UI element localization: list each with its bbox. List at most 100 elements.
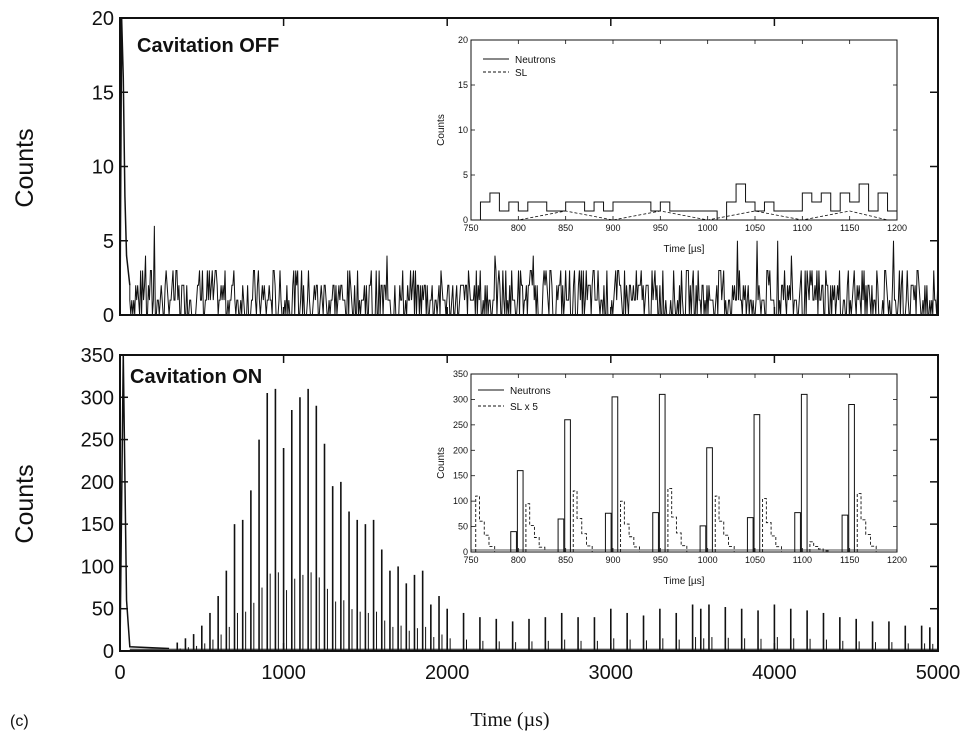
x-tick-label: 1100 [793, 555, 812, 565]
on-inset-neutron-pre [699, 525, 707, 552]
x-tick-label: 1200 [887, 555, 907, 565]
on-inset: 0 50 100 150 200 250 300 350 750 800 850 900 950 1000… [436, 369, 907, 587]
on-panel-title: Cavitation ON [130, 366, 262, 388]
y-tick-label: 10 [458, 125, 468, 135]
x-axis-label: Time (µs) [470, 709, 549, 731]
on-inset-sl-bar [856, 493, 877, 552]
off-inset-x-label: Time [µs] [664, 244, 705, 255]
off-inset-sl-trace [480, 210, 888, 221]
off-inset-ticks: 0 5 10 15 20 750 800 850 900 950 1000 1050 1100 1150 1… [458, 35, 907, 233]
x-tick-label: 1000 [261, 662, 306, 684]
y-tick-label: 5 [463, 170, 468, 180]
x-tick-label: 1150 [840, 555, 859, 565]
on-inset-neutron-pre [794, 512, 801, 552]
x-tick-label: 1150 [840, 223, 859, 233]
on-legend-neutrons-label: Neutrons [510, 386, 551, 397]
y-tick-label: 50 [458, 522, 468, 532]
y-tick-label: 200 [453, 445, 468, 455]
off-panel-title: Cavitation OFF [137, 35, 279, 57]
off-inset-frame [470, 39, 898, 221]
y-tick-label: 20 [458, 35, 468, 45]
x-tick-label: 900 [605, 555, 620, 565]
on-inset-neutron-pre [841, 514, 849, 552]
y-tick-label: 0 [103, 641, 114, 663]
on-inset-neutron-bar [848, 404, 855, 552]
off-decay-trace [119, 17, 131, 316]
y-tick-label: 20 [92, 8, 114, 30]
y-tick-label: 250 [453, 420, 468, 430]
y-tick-label: 200 [81, 472, 114, 494]
on-inset-neutron-bar [753, 414, 761, 552]
on-inset-sl-bar [809, 541, 830, 552]
on-inset-neutron-pre [652, 512, 659, 552]
x-tick-label: 1050 [745, 555, 765, 565]
on-inset-sl-bar [667, 487, 688, 552]
y-tick-label: 50 [92, 599, 114, 621]
y-tick-label: 100 [453, 496, 468, 506]
y-tick-label: 350 [453, 369, 468, 379]
x-tick-label: 800 [511, 223, 526, 233]
x-tick-label: 2000 [425, 662, 470, 684]
x-tick-label: 750 [463, 223, 478, 233]
x-tick-label: 850 [558, 555, 573, 565]
on-inset-neutron-bar [516, 470, 524, 552]
on-decay-trace [119, 354, 170, 652]
y-tick-label: 300 [81, 387, 114, 409]
x-tick-label: 1000 [698, 555, 718, 565]
panel-letter: (c) [10, 713, 29, 730]
on-inset-sl-bar [714, 495, 735, 552]
y-tick-label: 15 [92, 82, 114, 104]
y-tick-label: 0 [463, 215, 468, 225]
on-inset-neutron-bar [800, 393, 808, 552]
x-tick-label: 850 [558, 223, 573, 233]
on-inset-x-label: Time [µs] [664, 576, 705, 587]
on-inset-sl-bar [475, 495, 496, 552]
top-axis-ticks: 0 5 10 15 20 [92, 8, 939, 327]
on-legend-sl-label: SL x 5 [510, 402, 538, 413]
x-tick-label: 1200 [887, 223, 907, 233]
on-inset-neutron-bar [611, 396, 619, 552]
y-tick-label: 250 [81, 430, 114, 452]
off-noise-trace [129, 225, 939, 316]
y-tick-label: 100 [81, 556, 114, 578]
off-series [119, 17, 939, 316]
y-tick-label: 5 [103, 231, 114, 253]
x-tick-label: 900 [605, 223, 620, 233]
on-inset-neutron-pre [746, 517, 754, 552]
y-tick-label: 150 [453, 471, 468, 481]
y-tick-label: 0 [103, 305, 114, 327]
x-tick-label: 4000 [752, 662, 797, 684]
x-tick-label: 800 [511, 555, 526, 565]
on-inset-neutron-pre [557, 518, 565, 552]
x-tick-label: 0 [114, 662, 125, 684]
on-inset-y-label: Counts [436, 447, 447, 479]
on-inset-frame [470, 373, 898, 553]
y-tick-label: 150 [81, 514, 114, 536]
on-inset-sl-bar [572, 490, 593, 552]
x-tick-label: 3000 [589, 662, 634, 684]
x-tick-label: 5000 [916, 662, 961, 684]
on-inset-neutron-bar [564, 419, 571, 552]
x-tick-label: 1000 [698, 223, 718, 233]
y-tick-label: 15 [458, 80, 468, 90]
off-legend-sl-label: SL [515, 68, 528, 79]
on-inset-sl-bar [525, 503, 546, 552]
on-inset-neutron-pre [604, 512, 612, 552]
top-y-axis-label: Counts [11, 128, 39, 207]
y-tick-label: 10 [92, 157, 114, 179]
on-inset-ticks: 0 50 100 150 200 250 300 350 750 800 850 900 950 1000… [453, 369, 907, 565]
y-tick-label: 300 [453, 394, 468, 404]
y-tick-label: 0 [463, 547, 468, 557]
on-inset-series [471, 393, 897, 552]
x-tick-label: 950 [653, 223, 668, 233]
on-inset-neutron-bar [706, 447, 713, 552]
on-inset-sl-bar [762, 498, 782, 552]
off-inset-y-label: Counts [436, 114, 447, 146]
on-inset-neutron-bar [658, 393, 666, 552]
on-inset-neutron-pre [510, 531, 517, 552]
y-tick-label: 350 [81, 345, 114, 367]
x-tick-label: 1100 [793, 223, 812, 233]
off-legend-neutrons-label: Neutrons [515, 55, 556, 66]
